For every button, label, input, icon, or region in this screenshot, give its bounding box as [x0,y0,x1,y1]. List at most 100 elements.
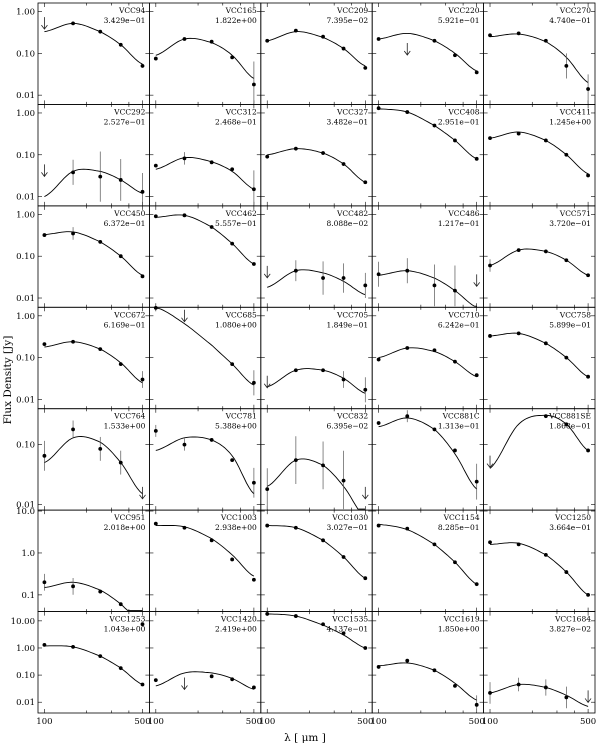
data-point [42,233,47,237]
data-point [376,106,381,111]
data-point [474,156,479,161]
data-point [71,339,75,344]
x-tick-label: 100 [36,717,52,727]
data-point [293,268,298,273]
galaxy-name: VCC758 [559,310,591,319]
data-point [341,555,346,559]
data-point [543,249,548,254]
galaxy-value: 4.137e−01 [326,625,368,634]
data-point [293,368,298,373]
data-point [564,695,569,700]
galaxy-name: VCC705 [336,310,368,319]
model-curve [44,341,143,384]
galaxy-name: VCC685 [225,310,257,319]
upper-limit-arrow [403,43,411,56]
data-point [98,446,103,451]
data-point [405,414,410,419]
galaxy-name: VCC764 [113,412,145,421]
galaxy-name: VCC165 [225,6,257,15]
model-curve [267,269,366,296]
data-point [586,87,590,91]
data-point [564,258,569,263]
y-tick-label: 0.01 [16,91,35,101]
model-curve [489,131,589,175]
x-tick-label: 500 [246,717,262,727]
x-tick-label: 100 [259,717,275,727]
galaxy-value: 2.951e−01 [438,117,480,126]
data-point [251,380,256,385]
data-point [265,612,270,616]
model-curve [378,523,477,585]
galaxy-value: 2.018e+00 [104,523,146,532]
upper-limit-arrow [486,455,494,469]
data-point [341,46,346,51]
galaxy-name: VCC411 [559,107,591,116]
galaxy-value: 6.395e−02 [326,422,368,431]
data-point [251,577,256,582]
galaxy-value: 1.245e+00 [549,117,591,126]
data-point [140,622,145,627]
galaxy-value: 7.395e−02 [326,16,368,25]
galaxy-value: 2.468e−01 [215,117,257,126]
data-point [363,65,368,70]
data-point [405,658,410,663]
x-tick-label: 100 [371,717,387,727]
data-point [405,526,410,531]
model-curve [44,231,143,276]
data-point [98,239,103,244]
galaxy-name: VCC1619 [443,615,480,624]
data-point [564,422,569,427]
data-point [432,38,437,43]
data-point [71,644,75,649]
data-point [488,691,492,695]
galaxy-value: 2.527e−01 [104,117,146,126]
data-point [321,34,325,39]
galaxy-value: 5.921e−01 [438,16,480,25]
data-point [543,414,548,419]
data-point [376,665,381,669]
data-point [453,683,457,688]
model-curve [378,417,478,490]
data-point [376,421,381,425]
data-point [42,453,47,458]
data-point [405,346,410,350]
galaxy-value: 5.388e+00 [215,422,257,431]
model-curve [155,671,255,690]
y-tick-label: 10.0 [16,507,35,517]
model-curve [489,332,589,378]
galaxy-value: 5.899e−01 [549,320,591,329]
upper-limit-arrow [361,486,369,500]
data-point [230,557,235,562]
data-point [363,576,368,581]
galaxy-name: VCC312 [225,107,257,116]
upper-limit-arrow [41,164,48,178]
data-point [488,540,492,545]
upper-limit-arrow [263,375,271,389]
data-point [140,682,145,687]
galaxy-value: 2.419e+00 [215,625,257,634]
galaxy-name: VCC1684 [554,615,591,624]
data-point [321,276,325,280]
data-point [432,123,437,128]
galaxy-value: 1.849e−01 [326,320,368,329]
data-point [209,160,214,165]
data-point [230,677,235,682]
model-curve [44,645,143,685]
data-point [488,263,492,268]
y-tick-label: 0.1 [21,591,35,601]
galaxy-value: 6.242e−01 [438,320,480,329]
model-curve [155,214,255,265]
data-point [209,39,214,44]
data-point [564,152,569,157]
y-axis-label: Flux Density [Jy] [2,336,14,425]
